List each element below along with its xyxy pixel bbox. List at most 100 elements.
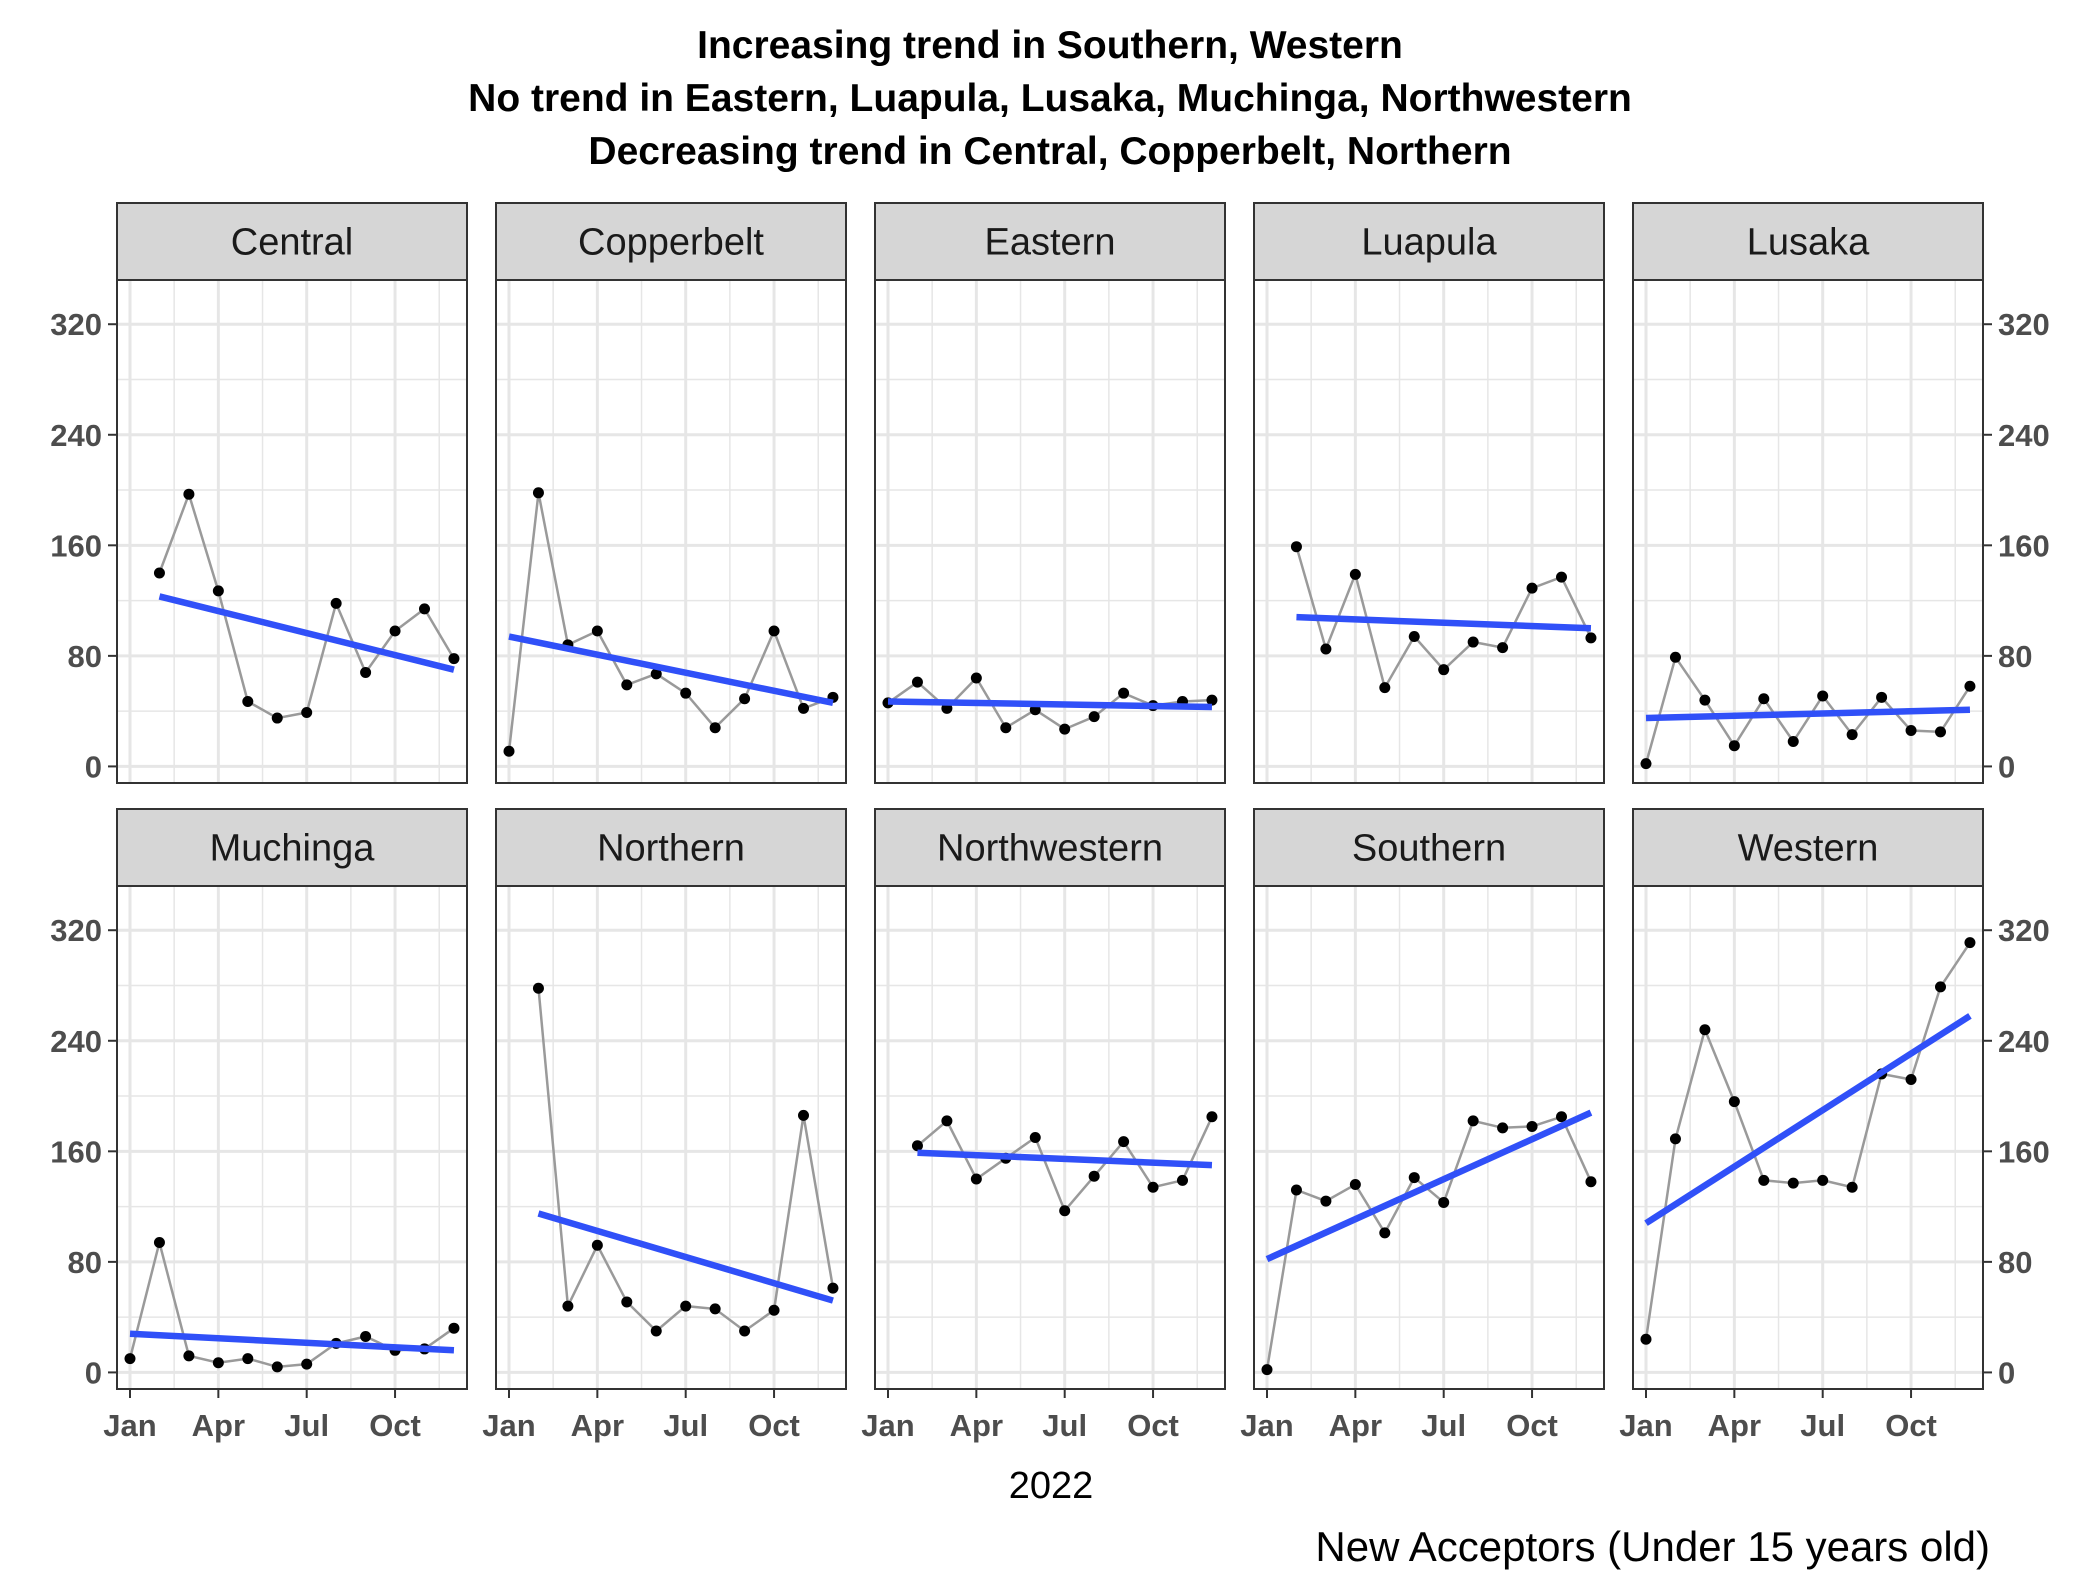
data-point-western-jun [1787,1177,1799,1189]
data-point-northern-jul [680,1300,692,1312]
data-point-western-feb [1669,1133,1681,1145]
strip-copperbelt [495,202,847,281]
data-point-eastern-may [1000,722,1012,734]
data-point-southern-jun [1408,1172,1420,1184]
data-point-luapula-jul [1438,664,1450,676]
trend-line-lusaka [1645,706,1971,722]
trend-line-northern [537,1210,834,1304]
y-tick-label-left: 80 [68,639,102,674]
strip-central [116,202,468,281]
data-point-muchinga-mar [183,1350,195,1362]
data-point-northwestern-dec [1206,1111,1218,1123]
y-tick-label-right: 320 [1998,913,2050,948]
data-point-central-nov [419,603,430,615]
strip-southern [1253,808,1605,887]
data-point-western-nov [1935,981,1946,993]
panel-western: Western Jan Apr Jul Oct 0 80 160 240 320 [1619,808,2050,1443]
y-tick-label-left: 240 [50,418,102,453]
data-point-luapula-aug [1467,636,1479,648]
data-point-copperbelt-aug [709,722,721,734]
y-tick-label-left: 80 [68,1245,102,1280]
y-tick-label-right: 80 [1998,639,2032,674]
data-point-southern-jul [1438,1196,1450,1208]
x-tick-label-oct: Oct [1885,1408,1937,1443]
y-tick-label-left: 320 [50,307,102,342]
x-tick-label-jul: Jul [1042,1408,1087,1443]
data-point-luapula-feb [1290,541,1302,553]
data-point-luapula-mar [1320,643,1332,655]
y-tick-label-right: 160 [1998,528,2050,563]
data-point-central-mar [183,488,195,500]
data-point-lusaka-aug [1846,729,1858,741]
x-tick-label-oct: Oct [1127,1408,1179,1443]
data-point-central-oct [389,625,401,637]
strip-label-southern: Southern [1352,828,1506,870]
trend-line-central [158,593,455,673]
data-point-lusaka-jun [1787,736,1799,748]
data-point-muchinga-feb [153,1237,165,1249]
data-point-copperbelt-may [621,679,633,691]
strip-label-central: Central [231,222,354,264]
data-point-eastern-dec [1206,694,1218,706]
data-point-western-apr [1728,1096,1740,1108]
x-tick-label-apr: Apr [1329,1408,1382,1443]
data-point-northern-feb [532,982,544,994]
data-point-northwestern-feb [911,1140,923,1152]
data-point-luapula-nov [1556,571,1567,583]
strip-label-luapula: Luapula [1361,222,1497,264]
chart-title-line-1: Increasing trend in Southern, Western [697,24,1403,67]
data-point-copperbelt-jun [650,668,662,680]
trend-line-eastern [887,698,1213,711]
panel-lusaka: Lusaka 0 80 160 240 320 [1632,202,2050,784]
data-point-southern-jan [1261,1364,1273,1376]
x-tick-label-jul: Jul [284,1408,329,1443]
x-tick-label-oct: Oct [369,1408,421,1443]
data-point-muchinga-jul [301,1358,313,1370]
data-point-muchinga-dec [448,1322,460,1334]
panel-northern: Northern Jan Apr Jul Oct [482,808,847,1443]
data-point-central-dec [448,653,460,665]
panel-border-southern [1253,885,1605,1390]
data-point-central-feb [153,567,165,579]
trend-line-southern [1265,1109,1593,1263]
data-point-northwestern-apr [970,1173,982,1185]
data-point-eastern-aug [1088,711,1100,723]
data-point-southern-dec [1585,1176,1597,1188]
data-point-northwestern-jun [1029,1132,1041,1143]
panel-central: Central 0 80 160 240 320 [50,202,468,784]
y-tick-label-right: 80 [1998,1245,2032,1280]
data-point-northwestern-sep [1118,1136,1130,1148]
y-tick-label-right: 0 [1998,749,2015,784]
data-point-eastern-jul [1059,723,1071,735]
data-point-luapula-jun [1408,631,1420,643]
x-tick-label-jul: Jul [1800,1408,1845,1443]
series-line-copperbelt [507,492,834,752]
data-point-northern-aug [709,1303,721,1315]
y-tick-label-left: 160 [50,1134,102,1169]
data-point-central-jul [301,707,313,719]
data-point-luapula-may [1379,682,1391,694]
data-point-eastern-feb [911,676,923,688]
data-point-southern-may [1379,1227,1391,1239]
data-point-eastern-apr [970,672,982,684]
x-tick-label-oct: Oct [748,1408,800,1443]
series-line-southern [1265,1115,1593,1370]
data-point-northwestern-oct [1147,1181,1159,1193]
trend-line-copperbelt [508,633,834,707]
data-point-southern-aug [1467,1115,1479,1127]
panel-border-eastern [874,279,1226,784]
data-point-northwestern-nov [1177,1174,1188,1186]
trend-line-western [1644,1013,1972,1226]
x-tick-label-jan: Jan [861,1408,914,1443]
data-point-western-jul [1817,1174,1829,1186]
panel-border-central [116,279,468,784]
data-point-northern-may [621,1296,633,1308]
data-point-central-sep [360,666,372,678]
data-point-lusaka-jul [1817,690,1829,702]
x-tick-label-jan: Jan [1240,1408,1293,1443]
data-point-lusaka-mar [1699,694,1711,706]
x-tick-label-apr: Apr [950,1408,1003,1443]
chart-title-line-2: No trend in Eastern, Luapula, Lusaka, Mu… [468,77,1632,120]
data-point-copperbelt-sep [739,693,751,705]
